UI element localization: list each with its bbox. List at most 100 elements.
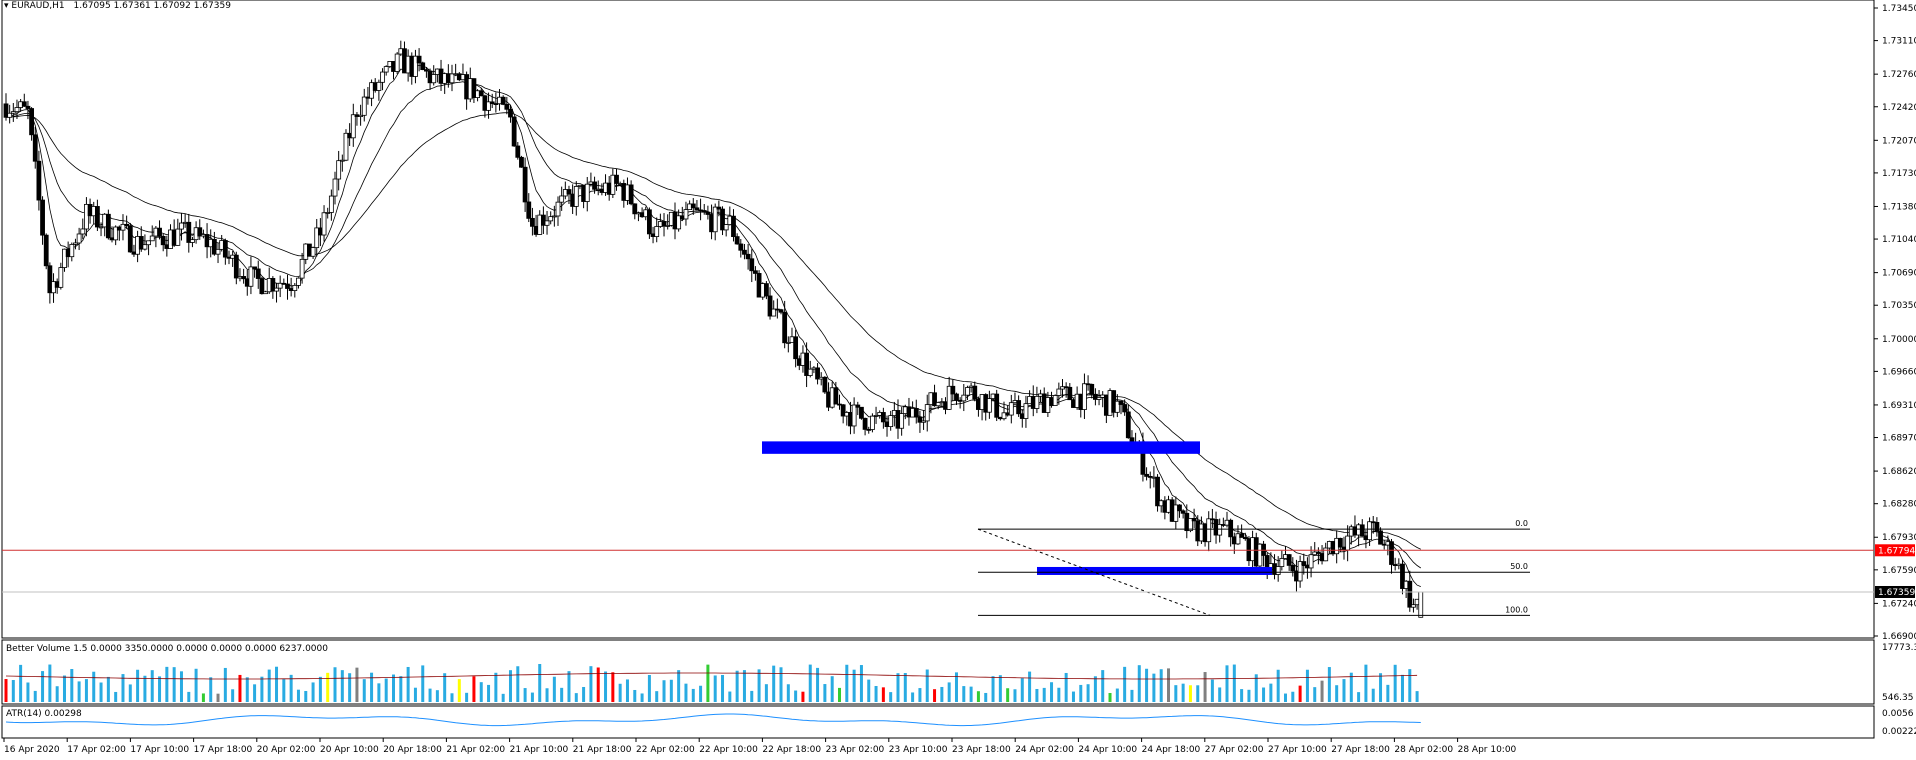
candle-body	[924, 404, 930, 422]
volume-bar	[1203, 672, 1207, 702]
candle-body	[380, 71, 385, 83]
volume-bar	[845, 664, 849, 702]
candle-body	[921, 420, 926, 423]
candle-body	[851, 404, 857, 427]
collapse-arrow-icon[interactable]: ▾	[4, 1, 9, 11]
volume-bar	[991, 676, 995, 702]
candle-body	[1180, 510, 1186, 514]
volume-bar	[896, 673, 900, 702]
volume-bar	[933, 689, 937, 702]
volume-bar	[1379, 673, 1383, 702]
candle-body	[954, 393, 959, 401]
ask-price-label: 1.67794	[1878, 546, 1915, 556]
volume-bar	[245, 677, 249, 702]
candle-body	[241, 276, 247, 280]
volume-bar	[794, 690, 798, 702]
volume-bar	[1196, 685, 1200, 702]
volume-bar	[1181, 683, 1185, 702]
volume-bar	[1028, 671, 1032, 702]
volume-bar	[62, 675, 66, 702]
volume-bar	[187, 691, 191, 702]
candle-body	[961, 394, 967, 402]
candle-body	[259, 278, 265, 295]
time-tick-label: 23 Apr 10:00	[889, 745, 948, 755]
volume-bar	[1342, 679, 1346, 702]
candle-body	[1411, 604, 1416, 608]
candle-body	[310, 247, 316, 257]
candle-body	[76, 233, 82, 244]
volume-bar	[582, 686, 586, 702]
candle-body	[142, 244, 148, 250]
volume-bar	[1071, 691, 1075, 702]
candle-body	[694, 207, 700, 211]
candle-body	[7, 112, 13, 118]
candle-body	[913, 408, 919, 418]
candle-body	[723, 224, 729, 231]
volume-bar	[538, 664, 542, 702]
candle-body	[1275, 566, 1281, 575]
candle-body	[1374, 522, 1380, 532]
candle-body	[932, 392, 937, 407]
volume-bar	[969, 686, 973, 702]
candle-body	[420, 62, 426, 71]
volume-bar	[772, 665, 776, 702]
candle-body	[994, 393, 1000, 418]
volume-bar	[903, 673, 907, 702]
price-tick-label: 1.69660	[1882, 367, 1916, 377]
zone-rectangle	[762, 441, 1200, 454]
candle-body	[785, 341, 791, 344]
candle-body	[544, 220, 550, 226]
candle-body	[862, 417, 868, 430]
volume-bar	[823, 684, 827, 702]
candle-body	[840, 404, 846, 417]
volume-bar	[70, 669, 74, 702]
fibonacci-level-label: 100.0	[1505, 605, 1528, 614]
volume-bar	[1042, 687, 1046, 702]
price-tick-label: 1.68970	[1882, 434, 1916, 444]
candle-body	[296, 277, 301, 286]
atr-tick-label: 0.0056	[1882, 709, 1914, 719]
volume-tick-label: 17773.35	[1882, 643, 1916, 653]
candle-body	[328, 195, 334, 213]
volume-bar	[19, 664, 23, 702]
candle-body	[610, 174, 616, 195]
volume-bar	[1393, 664, 1397, 702]
volume-bar	[1240, 689, 1244, 702]
candle-body	[394, 53, 400, 72]
volume-bar	[816, 667, 820, 702]
price-tick-label: 1.67590	[1882, 566, 1916, 576]
volume-bar	[1130, 689, 1134, 702]
price-tick-label: 1.70690	[1882, 269, 1916, 279]
volume-bar	[194, 668, 198, 702]
volume-bar	[501, 693, 505, 702]
candle-body	[274, 287, 279, 292]
volume-bar	[962, 686, 966, 702]
candle-body	[215, 248, 221, 255]
candle-body	[58, 267, 64, 288]
volume-bar	[954, 672, 958, 702]
candle-body	[833, 387, 839, 405]
candle-body	[614, 174, 619, 184]
candle-body	[1144, 473, 1149, 477]
candle-body	[1001, 412, 1007, 420]
candle-body	[1367, 521, 1372, 541]
time-tick-label: 16 Apr 2020	[4, 745, 60, 755]
volume-tick-label: 546.35	[1882, 693, 1914, 703]
volume-bar	[1152, 673, 1156, 702]
volume-bar	[1291, 691, 1295, 702]
candle-body	[822, 376, 828, 393]
candle-body	[343, 132, 349, 161]
volume-bar	[1013, 689, 1017, 702]
candle-body	[29, 108, 34, 136]
volume-bar	[640, 693, 644, 702]
candle-body	[1286, 554, 1292, 566]
volume-bar	[1371, 688, 1375, 702]
candle-body	[1155, 476, 1160, 507]
time-tick-label: 20 Apr 02:00	[257, 745, 316, 755]
candle-body	[1206, 518, 1212, 543]
volume-bar	[1247, 689, 1251, 702]
candle-body	[1308, 554, 1314, 569]
candle-body	[745, 253, 751, 260]
candle-body	[285, 283, 290, 289]
